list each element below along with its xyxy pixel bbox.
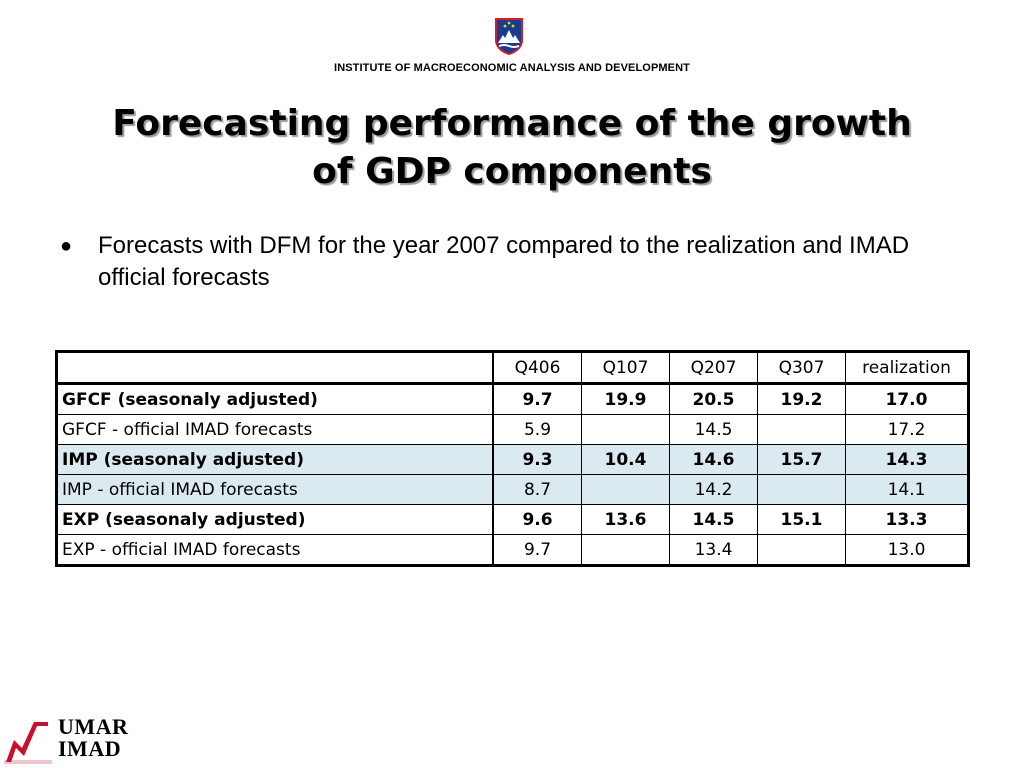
table-cell — [757, 534, 846, 566]
row-label: EXP - official IMAD forecasts — [56, 534, 494, 566]
table-cell — [581, 414, 670, 445]
row-label: EXP (seasonaly adjusted) — [56, 504, 494, 535]
table-cell: 15.1 — [757, 504, 846, 535]
table-cell: 20.5 — [669, 383, 758, 415]
institute-name: INSTITUTE OF MACROECONOMIC ANALYSIS AND … — [334, 62, 690, 74]
table-cell: 17.0 — [845, 383, 969, 415]
table-header-cell: realization — [845, 351, 969, 385]
bullet-text: Forecasts with DFM for the year 2007 com… — [98, 232, 910, 291]
table-cell: 14.3 — [845, 444, 969, 475]
table-cell: 19.2 — [757, 383, 846, 415]
table-row: EXP - official IMAD forecasts 9.7 13.4 1… — [56, 534, 969, 566]
table-cell: 13.3 — [845, 504, 969, 535]
table-row: IMP - official IMAD forecasts 8.7 14.2 1… — [56, 474, 969, 505]
table-row: EXP (seasonaly adjusted) 9.6 13.6 14.5 1… — [56, 504, 969, 535]
table-cell: 13.4 — [669, 534, 758, 566]
umar-imad-logo: UMAR IMAD — [4, 716, 154, 766]
row-label: GFCF - official IMAD forecasts — [56, 414, 494, 445]
table-cell: 8.7 — [492, 474, 582, 505]
table-row: GFCF - official IMAD forecasts 5.9 14.5 … — [56, 414, 969, 445]
logo-text-umar: UMAR — [58, 714, 129, 739]
table-header-cell: Q107 — [581, 351, 670, 385]
table-cell — [581, 474, 670, 505]
table-cell: 15.7 — [757, 444, 846, 475]
table-cell: 14.2 — [669, 474, 758, 505]
table-cell: 13.0 — [845, 534, 969, 566]
table-cell: 10.4 — [581, 444, 670, 475]
table-cell: 5.9 — [492, 414, 582, 445]
table-cell: 19.9 — [581, 383, 670, 415]
slide-title-line-2: of GDP components — [312, 151, 712, 192]
umar-imad-logo-mark-icon — [4, 722, 52, 764]
logo-text-imad: IMAD — [58, 736, 122, 761]
table-cell: 14.5 — [669, 414, 758, 445]
table-row: GFCF (seasonaly adjusted) 9.7 19.9 20.5 … — [56, 383, 969, 415]
row-label: IMP - official IMAD forecasts — [56, 474, 494, 505]
table-cell — [757, 414, 846, 445]
row-label: IMP (seasonaly adjusted) — [56, 444, 494, 475]
table-cell: 17.2 — [845, 414, 969, 445]
table-header-cell: Q406 — [492, 351, 582, 385]
table-cell: 14.6 — [669, 444, 758, 475]
forecast-table: Q406 Q107 Q207 Q307 realization GFCF (se… — [55, 350, 970, 567]
table-header-cell: Q207 — [669, 351, 758, 385]
table-cell: 13.6 — [581, 504, 670, 535]
row-label: GFCF (seasonaly adjusted) — [56, 383, 494, 415]
table-row: IMP (seasonaly adjusted) 9.3 10.4 14.6 1… — [56, 444, 969, 475]
bullet-dot-icon: ● — [60, 235, 73, 257]
slide-title: Forecasting performance of the growth of… — [60, 100, 964, 196]
slide-title-line-1: Forecasting performance of the growth — [112, 103, 912, 144]
table-cell: 14.5 — [669, 504, 758, 535]
table-cell — [581, 534, 670, 566]
table-cell — [757, 474, 846, 505]
table-header-cell: Q307 — [757, 351, 846, 385]
table-header-row: Q406 Q107 Q207 Q307 realization — [56, 351, 969, 385]
table-cell: 14.1 — [845, 474, 969, 505]
table-header-cell — [56, 351, 494, 385]
slovenia-coat-of-arms-icon — [495, 18, 523, 55]
table-cell: 9.7 — [492, 383, 582, 415]
table-cell: 9.3 — [492, 444, 582, 475]
table-cell: 9.7 — [492, 534, 582, 566]
table-cell: 9.6 — [492, 504, 582, 535]
